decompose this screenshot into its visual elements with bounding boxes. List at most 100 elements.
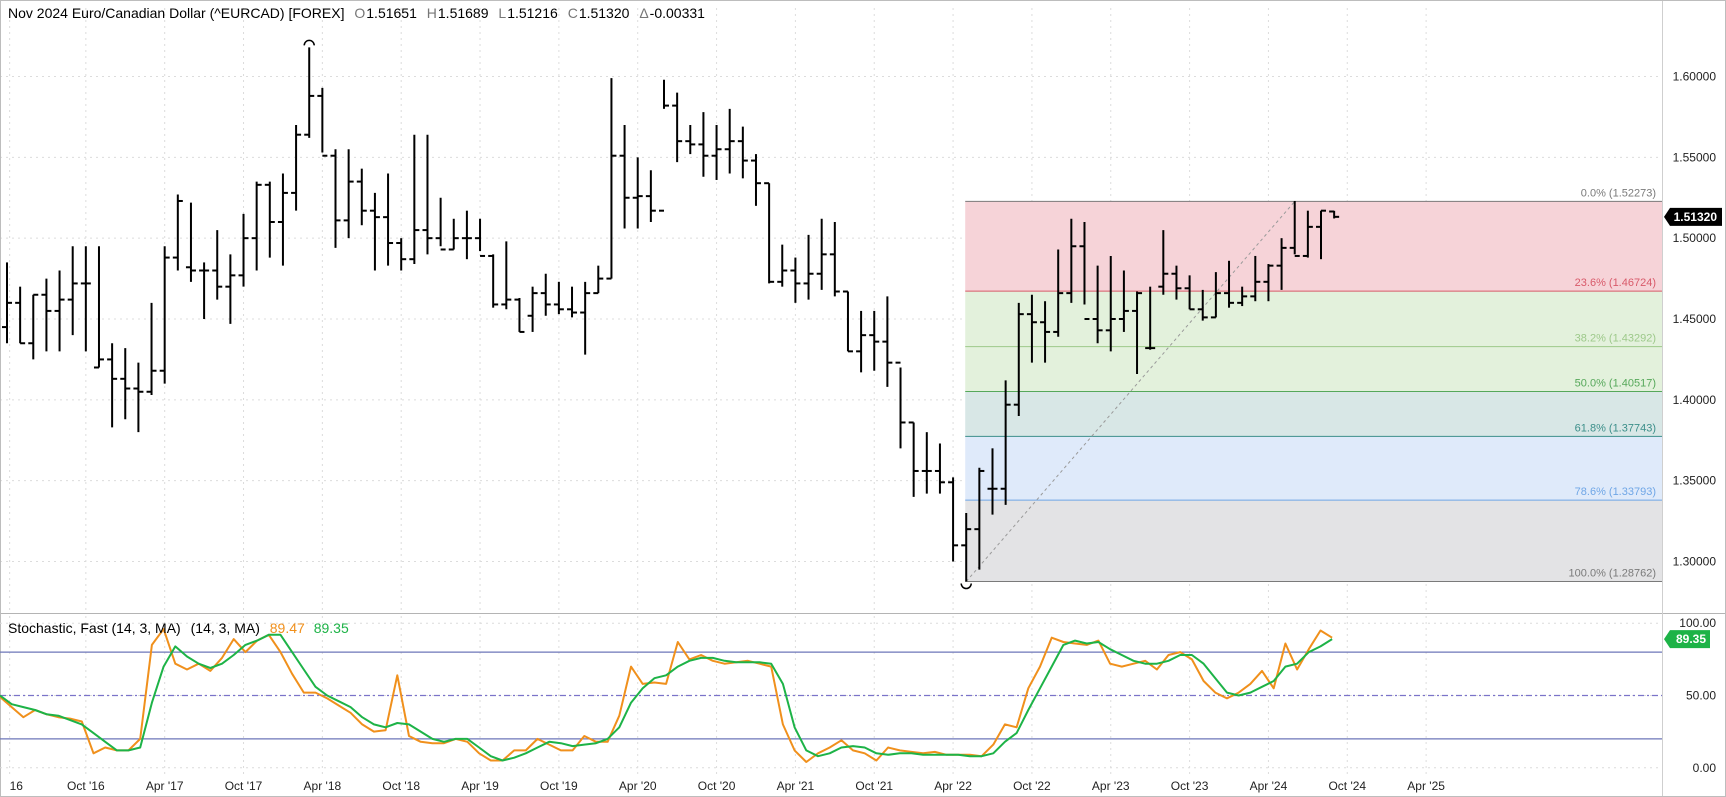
stoch-y-tick-label: 0.00	[1693, 761, 1717, 775]
stochastic-lines	[0, 628, 1333, 763]
price-bar	[1224, 260, 1235, 308]
last-price-tag-shape	[1664, 207, 1722, 226]
low-label: L	[498, 5, 506, 21]
price-bar	[698, 112, 709, 177]
price-y-tick-label: 1.35000	[1673, 474, 1717, 488]
price-bar	[67, 246, 78, 336]
stoch-d-tag: 89.35	[1664, 630, 1710, 649]
fib-retracement-zones	[965, 201, 1662, 582]
price-bar	[330, 149, 341, 248]
price-bar	[304, 47, 315, 138]
peak-marker	[303, 39, 315, 46]
price-bar	[1302, 210, 1313, 258]
x-tick-label: Apr '20	[619, 779, 657, 793]
price-bar	[606, 78, 617, 280]
price-bar	[1210, 272, 1221, 319]
price-bar	[777, 244, 788, 287]
price-y-tick-label: 1.55000	[1673, 150, 1717, 164]
price-bar	[317, 87, 328, 157]
x-tick-label: Apr '23	[1092, 779, 1130, 793]
price-bar	[448, 218, 459, 251]
price-bar	[383, 173, 394, 266]
fib-zone	[965, 391, 1662, 437]
x-tick-label: 16	[10, 779, 24, 793]
price-bar	[291, 125, 302, 211]
price-bar	[514, 297, 525, 333]
x-tick-label: Apr '21	[777, 779, 815, 793]
price-bar	[277, 173, 288, 266]
price-bar	[1276, 238, 1287, 290]
fib-zone	[965, 291, 1662, 347]
price-bar	[488, 254, 499, 308]
last-price-tag: 1.51320	[1664, 207, 1722, 226]
price-bar	[803, 234, 814, 300]
price-bar	[619, 125, 630, 229]
price-bar	[396, 238, 407, 271]
price-bar	[93, 246, 104, 369]
price-bar	[41, 278, 52, 352]
price-bar	[1250, 255, 1261, 302]
price-bar	[856, 310, 867, 373]
stochastic-k-value: 89.47	[270, 620, 305, 636]
price-bar	[1079, 222, 1090, 320]
price-bar	[369, 192, 380, 271]
price-bar	[816, 218, 827, 290]
change-value: -0.00331	[650, 5, 705, 21]
price-bar	[593, 265, 604, 295]
price-bar	[159, 246, 170, 384]
x-tick-label: Oct '21	[855, 779, 893, 793]
last-price-label: 1.51320	[1674, 210, 1718, 224]
x-tick-label: Oct '22	[1013, 779, 1051, 793]
stoch-d-tag-label: 89.35	[1676, 632, 1706, 646]
high-value: 1.51689	[438, 5, 489, 21]
price-bar	[974, 467, 985, 570]
price-bar	[120, 348, 131, 420]
x-tick-label: Oct '24	[1328, 779, 1366, 793]
price-bar	[1040, 301, 1051, 363]
instrument-title: Nov 2024 Euro/Canadian Dollar (^EURCAD) …	[8, 5, 344, 21]
x-tick-label: Apr '18	[304, 779, 342, 793]
x-tick-label: Oct '23	[1171, 779, 1209, 793]
price-bar	[1053, 249, 1064, 337]
price-bar	[685, 125, 696, 155]
price-bar	[553, 281, 564, 315]
x-tick-label: Oct '16	[67, 779, 105, 793]
x-tick-label: Apr '24	[1250, 779, 1288, 793]
price-bar	[764, 182, 775, 284]
price-bar	[238, 213, 249, 287]
price-bar	[1118, 270, 1129, 332]
price-bar	[212, 230, 223, 300]
stoch-k-line	[0, 628, 1333, 763]
change-label: Δ	[639, 5, 648, 21]
price-bar	[54, 270, 65, 352]
fib-zone	[965, 346, 1662, 392]
price-y-tick-label: 1.60000	[1673, 70, 1717, 84]
price-bar	[580, 281, 591, 355]
close-value: 1.51320	[579, 5, 630, 21]
fib-level-label: 100.0% (1.28762)	[1569, 568, 1656, 580]
price-bar	[987, 448, 998, 515]
stochastic-d-value: 89.35	[314, 620, 349, 636]
fib-level-label: 61.8% (1.37743)	[1575, 422, 1656, 434]
close-label: C	[568, 5, 578, 21]
price-bar	[737, 126, 748, 179]
price-bar	[1145, 286, 1156, 350]
price-bar	[501, 241, 512, 310]
fib-level-label: 23.6% (1.46724)	[1575, 277, 1656, 289]
price-bar	[1092, 265, 1103, 344]
price-bar	[1132, 291, 1143, 374]
peak-marker	[960, 583, 972, 590]
price-y-tick-label: 1.30000	[1673, 555, 1717, 569]
price-bar	[921, 432, 932, 494]
price-bar	[1237, 286, 1248, 307]
price-bar	[461, 210, 472, 260]
price-bar	[185, 202, 196, 282]
price-bar	[1171, 265, 1182, 300]
price-bar	[527, 286, 538, 332]
x-tick-label: Apr '25	[1407, 779, 1445, 793]
fib-zone	[965, 500, 1662, 582]
price-bar	[422, 134, 433, 255]
price-bar	[199, 262, 210, 319]
price-bar	[882, 296, 893, 387]
